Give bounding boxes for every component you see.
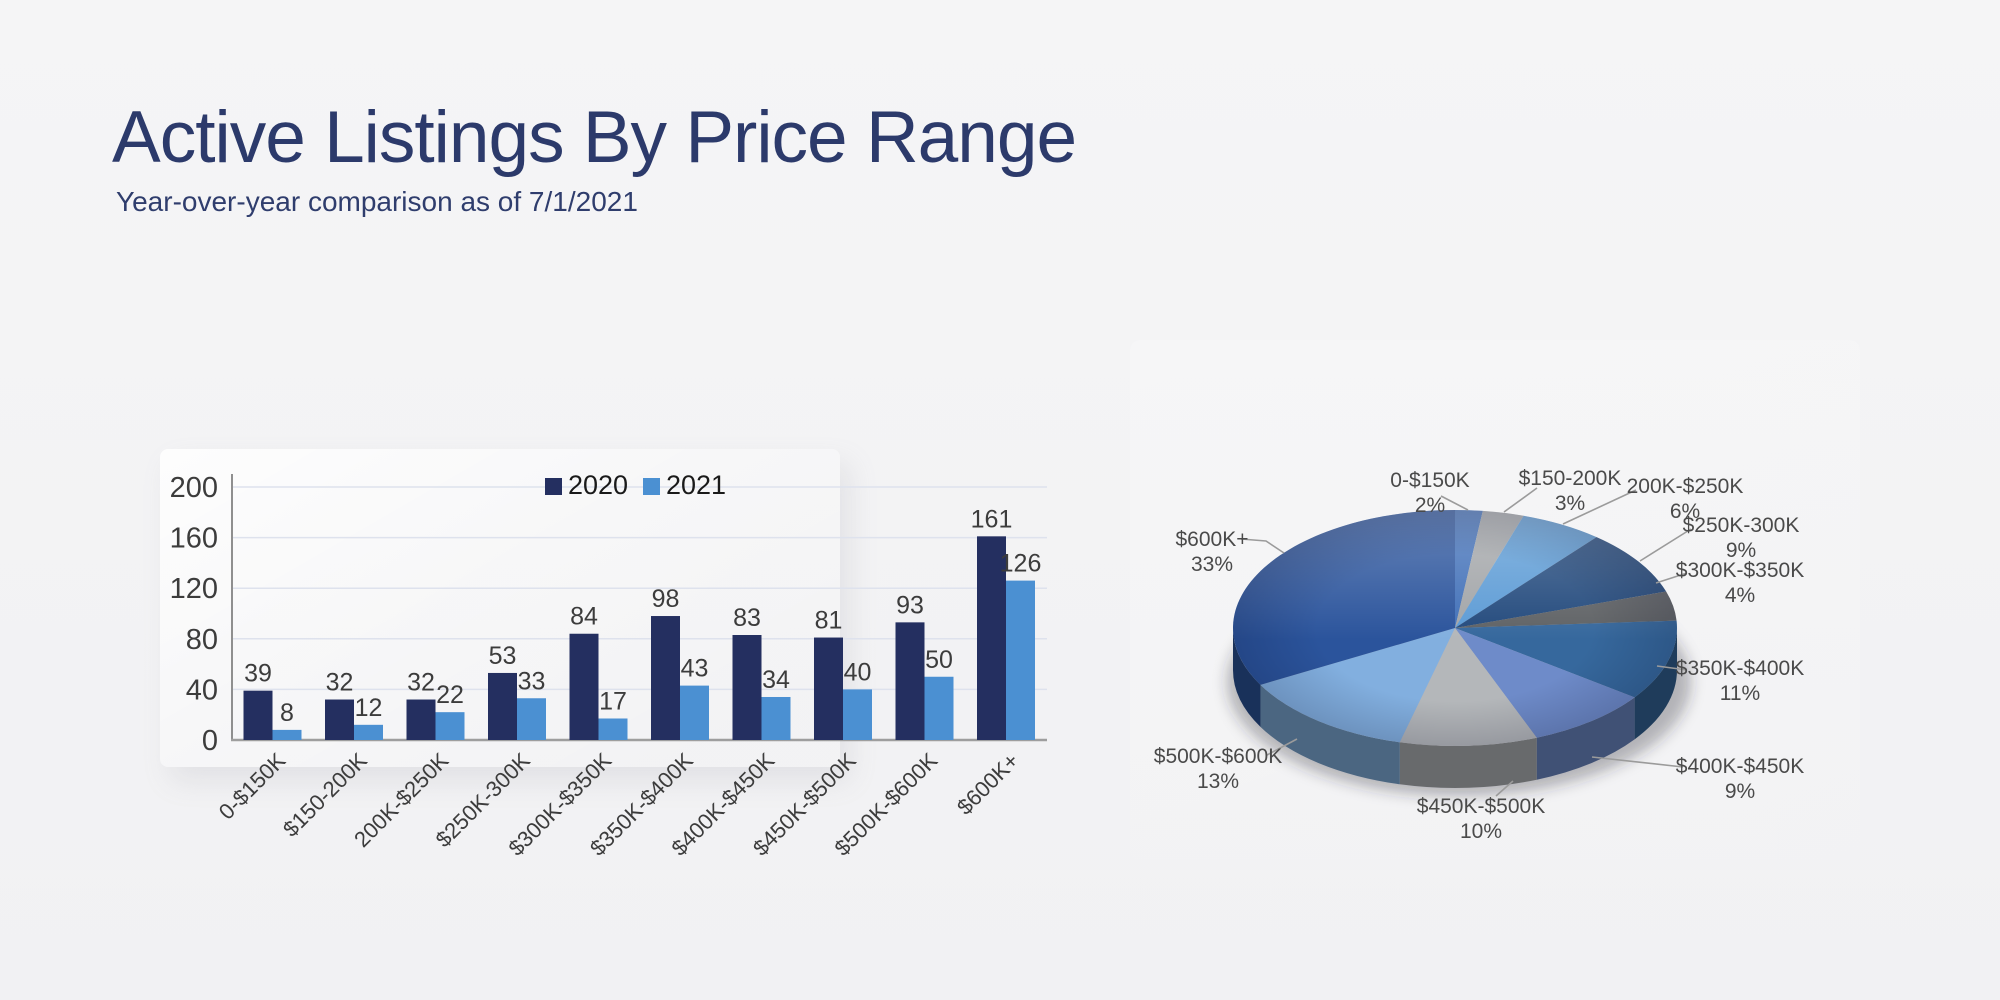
pie-chart: 0-$150K 2% $150-200K 3%200K-$250K 6%$250K-30… bbox=[1154, 467, 1804, 843]
bar-value-label: 8 bbox=[280, 699, 294, 727]
pie-leader-line bbox=[1639, 528, 1692, 562]
pie-leader-line bbox=[1656, 665, 1688, 671]
pie-leader-line bbox=[1495, 780, 1514, 797]
bar-2020 bbox=[243, 690, 273, 740]
bar-value-label: 98 bbox=[652, 585, 680, 613]
bar-2021 bbox=[680, 685, 709, 740]
pie-slice-side bbox=[1399, 737, 1537, 788]
bar-2020 bbox=[406, 699, 436, 740]
pie-label: $150-200K 3% bbox=[1519, 467, 1622, 515]
bar-value-label: 17 bbox=[599, 687, 627, 715]
bar-2020 bbox=[651, 616, 680, 740]
y-tick-label: 200 bbox=[170, 472, 218, 504]
page-subtitle: Year-over-year comparison as of 7/1/2021 bbox=[116, 186, 638, 217]
y-tick-label: 40 bbox=[186, 674, 218, 706]
bar-2020 bbox=[732, 635, 762, 740]
pie-label: $250K-300K 9% bbox=[1683, 514, 1800, 562]
bar-value-label: 22 bbox=[436, 681, 464, 709]
bar-2021 bbox=[843, 689, 872, 740]
pie-label: 0-$150K 2% bbox=[1390, 469, 1469, 517]
bar-value-label: 39 bbox=[244, 660, 272, 688]
pie-leader-line bbox=[1655, 572, 1688, 584]
y-tick-label: 80 bbox=[186, 624, 218, 656]
bar-2020 bbox=[569, 633, 599, 740]
pie-leader-line bbox=[1240, 538, 1285, 554]
pie-label: $300K-$350K 4% bbox=[1676, 559, 1804, 607]
pie-leader-line bbox=[1440, 495, 1469, 511]
bar-2021 bbox=[272, 729, 302, 740]
legend-label: 2020 bbox=[568, 470, 628, 500]
x-category-label: $600K+ bbox=[952, 748, 1024, 820]
bar-value-label: 83 bbox=[733, 604, 761, 632]
bar-value-label: 81 bbox=[815, 607, 843, 635]
pie-label: $500K-$600K 13% bbox=[1154, 745, 1282, 793]
pie-leader-line bbox=[1591, 756, 1684, 768]
bar-value-label: 126 bbox=[1000, 550, 1042, 578]
pie-label: $450K-$500K 10% bbox=[1417, 795, 1545, 843]
x-category-label: 0-$150K bbox=[214, 748, 291, 825]
pie-leader-line bbox=[1266, 738, 1298, 756]
bar-value-label: 34 bbox=[762, 666, 790, 694]
bar-value-label: 12 bbox=[355, 694, 383, 722]
pie-label: $600K+ 33% bbox=[1176, 528, 1249, 576]
legend-swatch-2020 bbox=[545, 478, 562, 495]
pie-label: $400K-$450K 9% bbox=[1676, 755, 1804, 803]
pie-label: 200K-$250K 6% bbox=[1627, 475, 1744, 523]
bar-2020 bbox=[325, 699, 354, 740]
y-tick-label: 160 bbox=[170, 523, 218, 555]
bar-2021 bbox=[517, 698, 546, 740]
page-title: Active Listings By Price Range bbox=[112, 97, 1077, 178]
bar-2020 bbox=[895, 622, 925, 740]
bar-value-label: 33 bbox=[518, 667, 546, 695]
bar-value-label: 161 bbox=[971, 505, 1013, 533]
bar-2021 bbox=[598, 718, 628, 740]
bar-value-label: 50 bbox=[925, 646, 953, 674]
bar-value-label: 93 bbox=[896, 591, 924, 619]
bar-2021 bbox=[435, 712, 465, 740]
bar-value-label: 32 bbox=[407, 669, 435, 697]
bar-value-label: 32 bbox=[326, 669, 354, 697]
bar-value-label: 84 bbox=[570, 603, 598, 631]
pie-leader-line bbox=[1562, 489, 1637, 525]
bar-value-label: 53 bbox=[489, 642, 517, 670]
bar-2020 bbox=[977, 536, 1006, 740]
bar-2021 bbox=[924, 676, 954, 740]
y-tick-label: 120 bbox=[170, 573, 218, 605]
bar-2021 bbox=[761, 696, 791, 740]
legend-swatch-2021 bbox=[643, 478, 660, 495]
bar-value-label: 43 bbox=[681, 655, 709, 683]
legend-label: 2021 bbox=[666, 470, 726, 500]
bar-value-label: 40 bbox=[844, 658, 872, 686]
pie-leader-line bbox=[1503, 487, 1538, 513]
bar-2021 bbox=[1006, 580, 1035, 740]
bar-2020 bbox=[814, 637, 843, 740]
pie-label: $350K-$400K 11% bbox=[1676, 657, 1804, 705]
y-tick-label: 0 bbox=[202, 725, 218, 757]
bar-2020 bbox=[488, 672, 517, 740]
bar-2021 bbox=[354, 724, 383, 740]
